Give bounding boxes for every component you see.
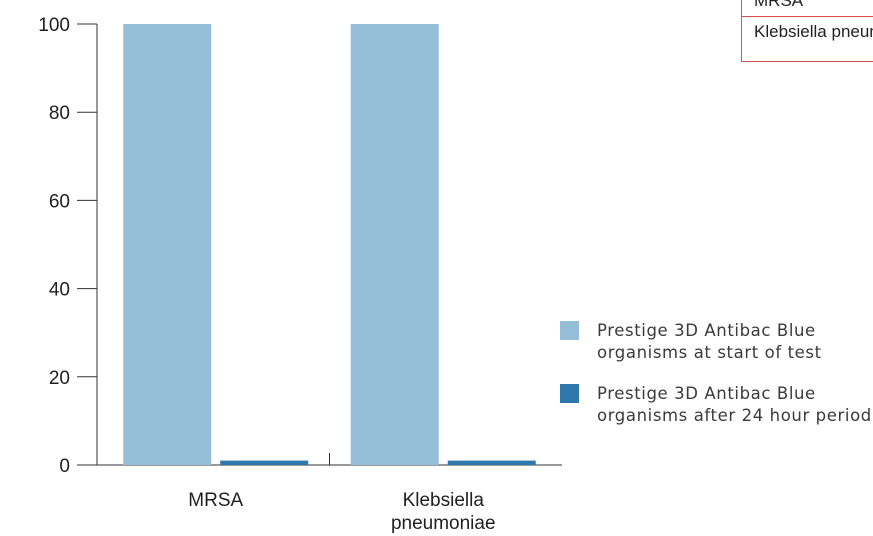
legend-item-after: Prestige 3D Antibac Blue organisms after… <box>560 383 873 427</box>
legend-label: Prestige 3D Antibac Blue organisms at st… <box>597 321 822 362</box>
legend: Prestige 3D Antibac Blue organisms at st… <box>560 320 873 446</box>
legend-swatch-light-blue <box>560 321 579 340</box>
bar <box>350 24 439 465</box>
y-tick-label: 60 <box>49 191 70 212</box>
legend-swatch-dark-blue <box>560 384 579 403</box>
x-category-label: Klebsiella <box>403 490 485 511</box>
bar <box>220 460 309 465</box>
bar <box>447 460 536 465</box>
table-cell-klebsiella: Klebsiella pneumoniae <box>754 22 873 41</box>
data-table-fragment: MRSA Klebsiella pneumoniae <box>741 0 873 62</box>
bar <box>123 24 212 465</box>
x-category-label: MRSA <box>188 490 243 511</box>
table-cell-mrsa: MRSA <box>742 0 873 17</box>
y-axis: 0 20 40 60 80 100 <box>38 15 98 477</box>
bars <box>123 24 536 465</box>
y-tick-label: 100 <box>38 15 70 36</box>
x-category-label: pneumoniae <box>391 513 496 534</box>
legend-label: Prestige 3D Antibac Blue organisms after… <box>597 384 872 425</box>
y-tick-label: 20 <box>49 368 70 389</box>
y-tick-label: 40 <box>49 280 70 301</box>
y-tick-label: 0 <box>59 456 70 477</box>
legend-item-start: Prestige 3D Antibac Blue organisms at st… <box>560 320 873 364</box>
y-tick-label: 80 <box>49 103 70 124</box>
